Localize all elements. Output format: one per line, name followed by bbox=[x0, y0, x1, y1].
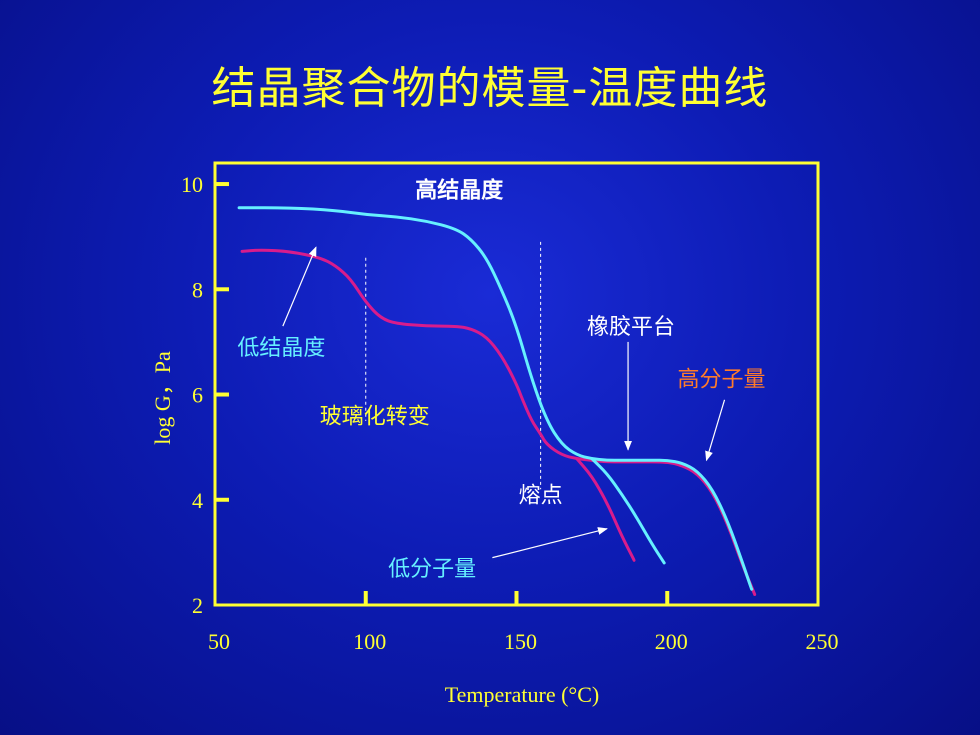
curve-high-crystallinity bbox=[237, 206, 754, 591]
x-tick-label-250: 250 bbox=[806, 629, 839, 654]
y-tick-label-4: 4 bbox=[192, 488, 203, 513]
x-tick-label-50: 50 bbox=[208, 629, 230, 654]
x-tick-label-150: 150 bbox=[504, 629, 537, 654]
curve-low-mw-high-crystallinity bbox=[590, 457, 666, 565]
y-tick-label-10: 10 bbox=[181, 172, 203, 197]
curve-low-mw-low-crystallinity bbox=[575, 457, 636, 562]
y-tick-label-8: 8 bbox=[192, 277, 203, 302]
x-tick-label-200: 200 bbox=[655, 629, 688, 654]
label-low-crystallinity: 低结晶度 bbox=[237, 336, 325, 361]
arrow-high-molecular-weight bbox=[705, 399, 726, 462]
y-axis-label: log G，Pa bbox=[150, 351, 175, 445]
x-axis-label: Temperature (°C) bbox=[445, 682, 599, 707]
slide-title: 结晶聚合物的模量-温度曲线 bbox=[211, 63, 769, 114]
label-high-molecular-weight: 高分子量 bbox=[678, 368, 766, 393]
label-rubber-plateau: 橡胶平台 bbox=[587, 315, 675, 340]
arrow-low-crystallinity bbox=[282, 246, 317, 327]
y-tick-label-6: 6 bbox=[192, 383, 203, 408]
curve-low-crystallinity bbox=[240, 248, 757, 596]
arrow-low-molecular-weight bbox=[492, 527, 608, 559]
x-tick-label-100: 100 bbox=[353, 629, 386, 654]
label-melting-point: 熔点 bbox=[519, 484, 563, 509]
label-high-crystallinity: 高结晶度 bbox=[415, 177, 504, 203]
label-low-molecular-weight: 低分子量 bbox=[388, 557, 476, 582]
label-glass-transition: 玻璃化转变 bbox=[320, 405, 430, 430]
y-tick-label-2: 2 bbox=[192, 593, 203, 618]
